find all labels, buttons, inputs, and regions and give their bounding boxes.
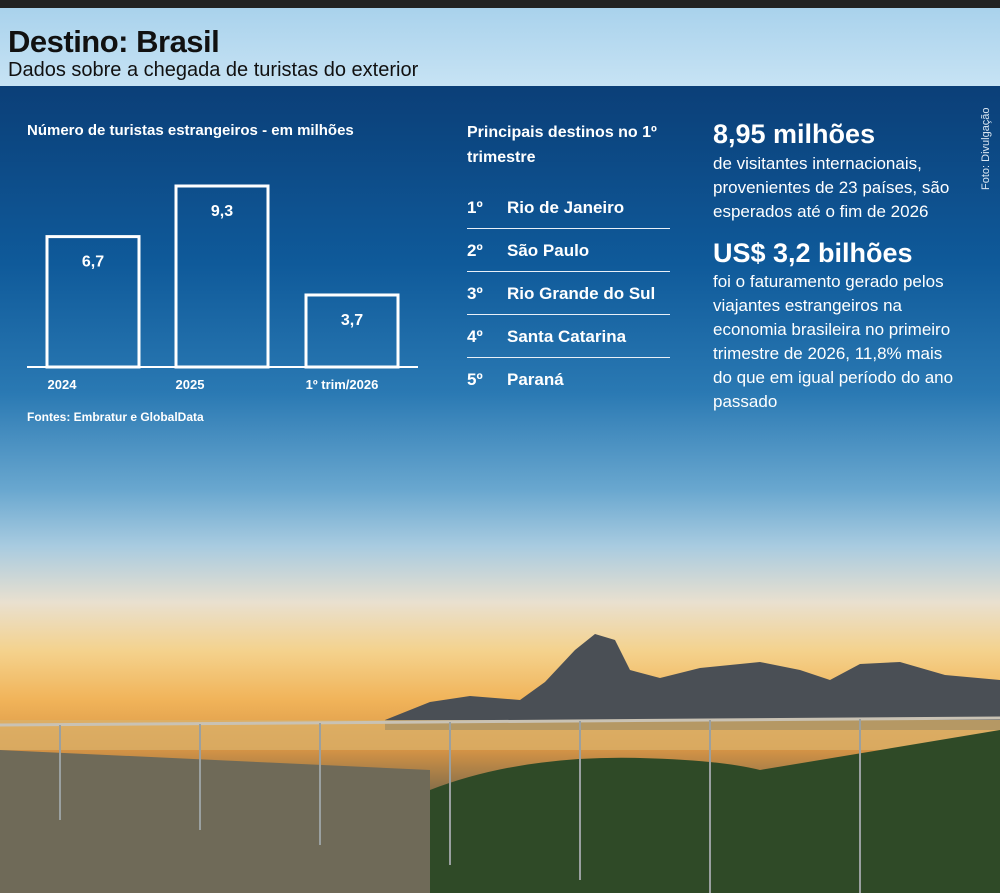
bar-1º trim/2026 [304, 293, 400, 369]
bar-value-label: 6,7 [82, 254, 104, 271]
destination-name: São Paulo [507, 241, 590, 260]
top-border [0, 0, 1000, 8]
destination-rank: 4º [467, 327, 483, 346]
destinations-title: Principais destinos no 1º trimestre [467, 124, 657, 166]
fact-visitors-text: de visitantes internacionais, provenient… [713, 154, 950, 221]
destination-name: Rio de Janeiro [507, 198, 625, 217]
destination-rank: 1º [467, 198, 483, 217]
list-item: 3º Rio Grande do Sul [467, 272, 670, 315]
destination-name: Santa Catarina [507, 327, 627, 346]
destinations-list: 1º Rio de Janeiro 2º São Paulo 3º Rio Gr… [467, 186, 670, 401]
list-item: 4º Santa Catarina [467, 315, 670, 358]
glass-railing-posts [59, 719, 861, 893]
bar-2025 [174, 184, 270, 369]
x-tick-label: 2025 [176, 377, 205, 392]
chart-source: Fontes: Embratur e GlobalData [27, 410, 204, 424]
list-item: 2º São Paulo [467, 229, 670, 272]
mountains [385, 634, 1000, 730]
page-title: Destino: Brasil [8, 24, 220, 59]
x-tick-label: 2024 [48, 377, 78, 392]
trees [430, 730, 1000, 893]
list-item: 1º Rio de Janeiro [467, 186, 670, 229]
destination-name: Paraná [507, 370, 564, 389]
glass-railing-top [0, 716, 1000, 727]
destination-name: Rio Grande do Sul [507, 284, 656, 303]
bar-2024 [45, 235, 141, 369]
photo-credit: Foto: Divulgação [980, 107, 992, 190]
fact-revenue-number: US$ 3,2 bilhões [713, 238, 913, 268]
chart-title: Número de turistas estrangeiros - em mil… [27, 122, 354, 139]
bar-value-label: 3,7 [341, 312, 363, 329]
terrace [0, 750, 430, 893]
x-tick-label: 1º trim/2026 [306, 377, 379, 392]
destination-rank: 3º [467, 284, 483, 303]
rio-landscape-illustration [0, 634, 1000, 893]
destination-rank: 2º [467, 241, 483, 260]
fact-revenue-text: foi o faturamento gerado pelos viajantes… [713, 272, 954, 411]
header: Destino: Brasil Dados sobre a chegada de… [0, 8, 1000, 86]
destination-rank: 5º [467, 370, 483, 389]
bar-value-label: 9,3 [211, 203, 233, 220]
bar-chart: 6,7 2024 9,3 2025 3,7 1º trim/2026 [27, 184, 418, 392]
list-item: 5º Paraná [467, 358, 670, 401]
fact-visitors-number: 8,95 milhões [713, 119, 876, 149]
page-subtitle: Dados sobre a chegada de turistas do ext… [8, 59, 419, 81]
